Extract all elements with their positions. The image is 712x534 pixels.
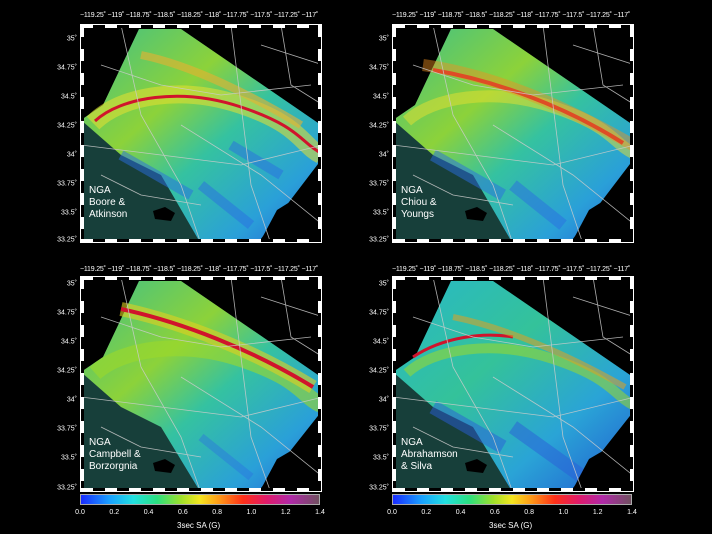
map-frame: NGA Campbell & Borzorgnia <box>80 276 322 492</box>
map-frame: NGA Chiou & Youngs <box>392 24 634 243</box>
longitude-axis-labels: −119.25˚ −119˚ −118.75˚ −118.5˚ −118.25˚… <box>80 266 319 273</box>
colorbar-right <box>392 494 632 505</box>
latitude-axis-labels: 35˚ 34.75˚ 34.5˚ 34.25˚ 34˚ 33.75˚ 33.5˚ 33.… <box>57 280 77 492</box>
model-caption: NGA Boore & Atkinson <box>89 185 128 220</box>
latitude-axis-labels: 35˚ 34.75˚ 34.5˚ 34.25˚ 34˚ 33.75˚ 33.5˚ 33.… <box>57 35 77 244</box>
longitude-axis-labels: −119.25˚ −119˚ −118.75˚ −118.5˚ −118.25˚… <box>80 12 319 19</box>
model-caption: NGA Campbell & Borzorgnia <box>89 437 141 472</box>
model-caption: NGA Abrahamson & Silva <box>401 437 458 472</box>
colorbar-right-title: 3sec SA (G) <box>489 521 533 530</box>
model-caption: NGA Chiou & Youngs <box>401 185 437 220</box>
colorbar-left-ticks: 0.0 0.2 0.4 0.6 0.8 1.0 1.2 1.4 <box>75 509 325 516</box>
map-frame: NGA Boore & Atkinson <box>80 24 322 243</box>
longitude-axis-labels: −119.25˚ −119˚ −118.75˚ −118.5˚ −118.25˚… <box>392 266 631 273</box>
colorbar-left-title: 3sec SA (G) <box>177 521 221 530</box>
hazard-map <box>81 277 321 491</box>
latitude-axis-labels: 35˚ 34.75˚ 34.5˚ 34.25˚ 34˚ 33.75˚ 33.5˚ 33.… <box>369 35 389 244</box>
colorbar-left <box>80 494 320 505</box>
hazard-map <box>393 25 633 242</box>
longitude-axis-labels: −119.25˚ −119˚ −118.75˚ −118.5˚ −118.25˚… <box>392 12 631 19</box>
map-frame: NGA Abrahamson & Silva <box>392 276 634 492</box>
hazard-map <box>393 277 633 491</box>
colorbar-right-ticks: 0.0 0.2 0.4 0.6 0.8 1.0 1.2 1.4 <box>387 509 637 516</box>
hazard-map <box>81 25 321 242</box>
latitude-axis-labels: 35˚ 34.75˚ 34.5˚ 34.25˚ 34˚ 33.75˚ 33.5˚ 33.… <box>369 280 389 492</box>
